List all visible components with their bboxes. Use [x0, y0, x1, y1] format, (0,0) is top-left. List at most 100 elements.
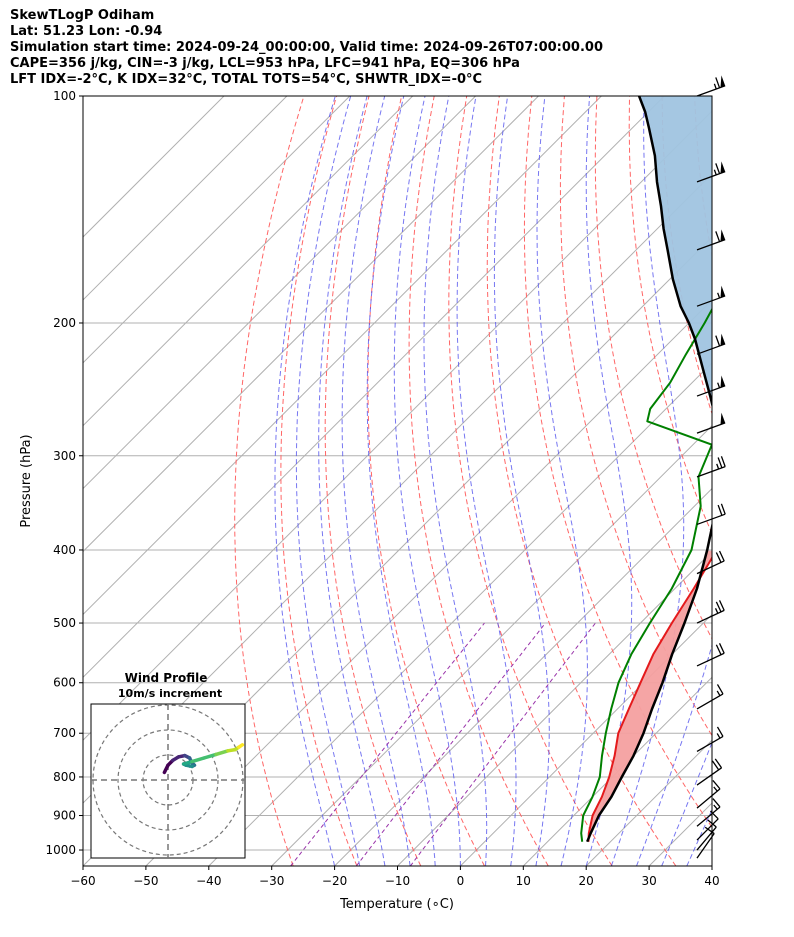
barb-full: [720, 503, 726, 515]
x-tick-label: −60: [70, 874, 95, 888]
barb-full: [715, 601, 722, 613]
isotherm-line: [83, 96, 665, 679]
barb-half: [717, 292, 721, 299]
dry-adiabat: [594, 96, 712, 640]
y-tick-label: 400: [53, 543, 76, 557]
dry-adiabat: [234, 96, 305, 866]
barb-full: [716, 726, 724, 737]
barb-shaft: [696, 788, 721, 809]
x-tick-label: 0: [457, 874, 465, 888]
mixing-ratio-line: [355, 622, 546, 866]
moist-adiabat: [636, 96, 712, 866]
wind-barb: [696, 798, 721, 827]
barb-shaft: [696, 295, 726, 307]
isotherm-line: [711, 865, 712, 866]
moist-adiabat: [536, 96, 588, 866]
barb-shaft: [696, 560, 725, 575]
dry-adiabat: [760, 96, 794, 866]
isotherm-line: [334, 487, 712, 866]
barb-half: [713, 786, 718, 792]
moist-adiabat: [295, 96, 361, 866]
x-tick-label: −50: [133, 874, 158, 888]
isotherm-line: [83, 96, 414, 427]
moist-adiabat: [686, 808, 712, 866]
barb-shaft: [696, 735, 724, 752]
dry-adiabat: [408, 96, 549, 866]
y-tick-label: 200: [53, 316, 76, 330]
wind-barb: [696, 826, 715, 859]
barb-flag: [720, 75, 726, 88]
wind-barb: [696, 161, 726, 183]
wind-barb: [696, 780, 721, 809]
isotherm-line: [83, 96, 539, 553]
wind-barb: [696, 75, 726, 97]
barb-full: [712, 780, 721, 790]
y-tick-label: 1000: [45, 843, 76, 857]
chart-header: SkewTLogP Odiham Lat: 51.23 Lon: -0.94 S…: [10, 8, 603, 88]
dry-adiabat: [324, 96, 422, 866]
y-tick-label: 500: [53, 616, 76, 630]
parcel-line: [586, 96, 712, 843]
x-tick-label: 20: [579, 874, 594, 888]
wind-barb: [696, 503, 726, 526]
barb-flag: [720, 333, 726, 346]
wind-barb: [696, 285, 726, 307]
dry-adiabat: [523, 96, 712, 829]
barb-flag: [720, 285, 726, 298]
isotherm-line: [208, 362, 712, 866]
moist-adiabat: [341, 96, 411, 866]
barb-shaft: [696, 833, 715, 859]
isotherm-line: [83, 96, 476, 490]
isotherm-line: [83, 96, 225, 238]
barb-shaft: [696, 652, 725, 667]
barb-half: [717, 382, 721, 389]
dry-adiabat: [486, 96, 677, 866]
wind-barb: [696, 726, 724, 752]
hodograph-title: Wind Profile: [125, 671, 208, 685]
wind-barb: [696, 412, 726, 434]
barb-flag: [720, 375, 726, 388]
barb-half: [716, 690, 721, 697]
indices-line-1: CAPE=356 j/kg, CIN=-3 j/kg, LCL=953 hPa,…: [10, 56, 520, 71]
x-tick-label: 40: [704, 874, 719, 888]
barb-half: [716, 463, 720, 470]
dry-adiabat: [367, 96, 485, 866]
mixing-ratio-line: [290, 622, 485, 866]
isotherm-line: [397, 550, 712, 866]
barb-half: [713, 804, 718, 810]
isotherm-line: [83, 96, 288, 301]
shaded-region-cape: [639, 96, 712, 404]
barb-half: [713, 83, 717, 90]
moist-adiabat: [423, 96, 488, 866]
moist-adiabat: [274, 96, 336, 866]
x-tick-label: −40: [196, 874, 221, 888]
barb-half: [713, 169, 717, 176]
barb-full: [718, 550, 725, 562]
barb-half: [716, 733, 721, 739]
barb-flag: [720, 229, 726, 242]
y-axis-label: Pressure (hPa): [19, 434, 34, 527]
wind-barb: [696, 684, 724, 710]
barb-full: [720, 456, 726, 467]
isotherm-line: [522, 676, 712, 866]
wind-barb: [696, 333, 726, 355]
barb-full: [715, 77, 721, 89]
barb-full: [717, 504, 723, 516]
barb-shaft: [696, 85, 726, 97]
dry-adiabat: [280, 96, 358, 866]
barb-full: [715, 335, 721, 347]
wind-barb: [696, 550, 725, 575]
y-tick-label: 300: [53, 449, 76, 463]
hodograph-segment: [237, 743, 245, 749]
background-lines: [83, 96, 794, 866]
hodograph-segment: [190, 756, 206, 764]
barb-full: [717, 457, 723, 469]
isotherm-line: [145, 299, 712, 866]
moist-adiabat: [393, 96, 461, 866]
chart-title: SkewTLogP Odiham: [10, 8, 155, 23]
dry-adiabat: [448, 96, 613, 866]
barb-shaft: [696, 806, 721, 827]
hodograph-inset: Wind Profile 10m/s increment: [90, 671, 246, 859]
moist-adiabat: [318, 96, 386, 866]
